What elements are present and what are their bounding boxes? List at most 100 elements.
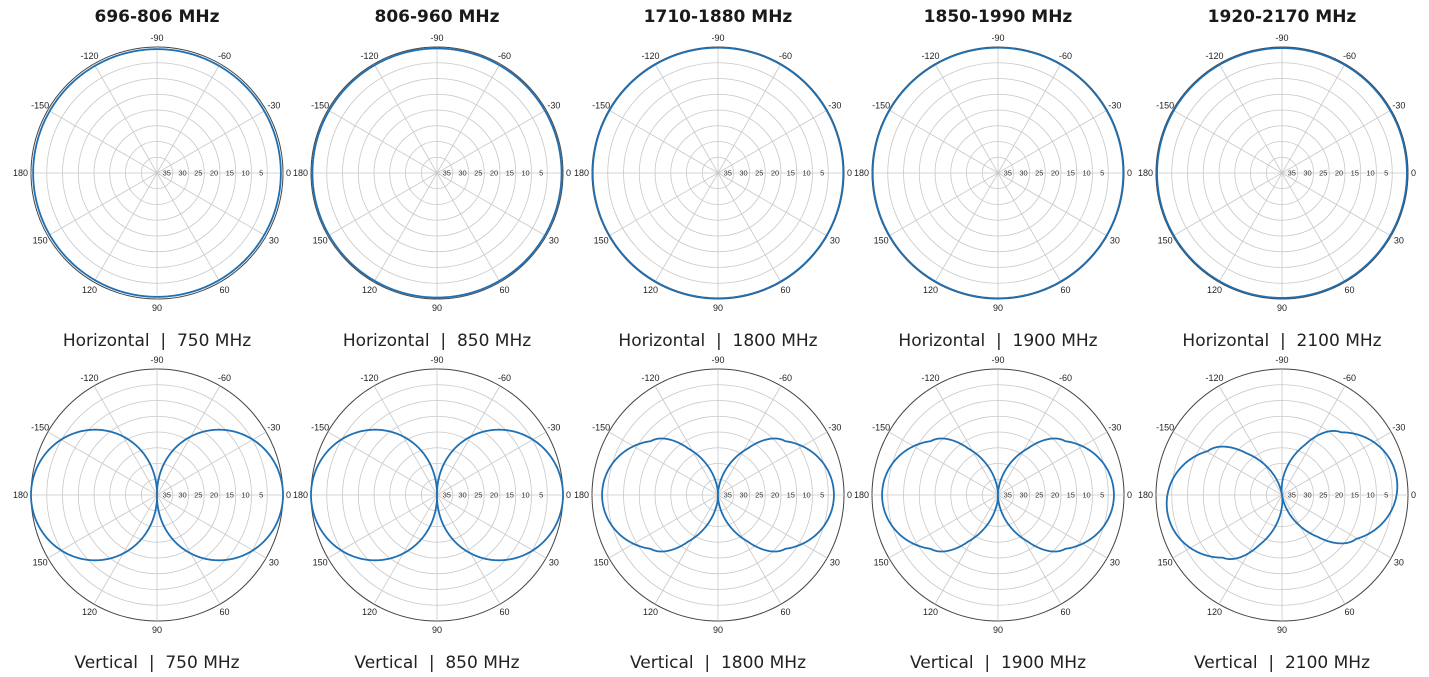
ring-tick-label: 35 (443, 491, 451, 500)
angle-tick-label: 150 (1158, 558, 1173, 568)
pattern-trace (311, 47, 563, 299)
angle-tick-label: -60 (1059, 373, 1072, 383)
grid-spoke (608, 494, 719, 559)
angle-tick-label: 60 (499, 607, 509, 617)
grid-spoke (156, 109, 267, 174)
band-title: 696-806 MHz (95, 7, 220, 27)
grid-spoke (1281, 494, 1392, 559)
angle-tick-label: -90 (430, 355, 443, 365)
angle-tick-label: -150 (311, 101, 329, 111)
grid-spoke (888, 109, 999, 174)
angle-tick-label: 0 (847, 168, 852, 178)
ring-tick-label: 30 (739, 491, 747, 500)
angle-tick-label: -90 (711, 355, 724, 365)
ring-tick-label: 30 (1303, 491, 1311, 500)
angle-tick-label: -150 (1156, 101, 1174, 111)
horizontal-pattern-panel: -90 -60 -30 0 30 60 90 120 150 180 -150 -120 35 30 25 2… (13, 33, 291, 313)
angle-tick-label: 30 (1394, 558, 1404, 568)
grid-spoke (654, 63, 719, 174)
ring-tick-label: 10 (521, 169, 529, 178)
angle-tick-label: -60 (218, 51, 231, 61)
ring-tick-label: 20 (771, 169, 779, 178)
angle-tick-label: 0 (847, 490, 852, 500)
angle-tick-label: -120 (80, 51, 98, 61)
grid-spoke (717, 431, 828, 496)
angle-tick-label: 150 (874, 558, 889, 568)
angle-tick-label: -120 (921, 51, 939, 61)
grid-spoke (1218, 63, 1283, 174)
angle-tick-label: -60 (498, 51, 511, 61)
grid-spoke (93, 494, 158, 605)
angle-tick-label: 60 (1060, 607, 1070, 617)
ring-tick-label: 20 (210, 491, 218, 500)
grid-spoke (997, 431, 1108, 496)
angle-tick-label: 120 (82, 607, 97, 617)
angle-tick-label: -30 (1108, 423, 1121, 433)
grid-spoke (436, 172, 501, 283)
ring-tick-label: 20 (490, 169, 498, 178)
grid-spoke (717, 172, 828, 237)
angle-tick-label: 0 (286, 490, 291, 500)
angle-tick-label: -30 (828, 101, 841, 111)
angle-tick-label: 60 (1344, 285, 1354, 295)
angle-tick-label: 30 (549, 558, 559, 568)
ring-tick-label: 35 (1288, 491, 1296, 500)
angle-tick-label: 30 (830, 236, 840, 246)
angle-tick-label: -60 (218, 373, 231, 383)
grid-spoke (1172, 172, 1283, 237)
grid-spoke (93, 63, 158, 174)
angle-tick-label: -150 (872, 423, 890, 433)
ring-tick-label: 25 (474, 169, 482, 178)
pattern-trace (871, 46, 1125, 300)
ring-tick-label: 20 (771, 491, 779, 500)
angle-tick-label: -150 (31, 423, 49, 433)
angle-tick-label: 60 (780, 285, 790, 295)
ring-tick-label: 25 (194, 169, 202, 178)
angle-tick-label: 120 (1207, 607, 1222, 617)
angle-tick-label: -30 (828, 423, 841, 433)
angle-tick-label: 180 (13, 490, 28, 500)
ring-tick-label: 10 (1366, 169, 1374, 178)
angle-tick-label: 90 (152, 303, 162, 313)
angle-tick-label: 60 (1060, 285, 1070, 295)
angle-tick-label: -150 (311, 423, 329, 433)
grid-spoke (997, 172, 1108, 237)
grid-spoke (997, 385, 1062, 496)
ring-tick-label: 15 (1067, 491, 1075, 500)
angle-tick-label: 0 (1127, 168, 1132, 178)
angle-tick-label: -30 (547, 101, 560, 111)
pattern-trace (1156, 47, 1408, 299)
pattern-trace (1165, 430, 1399, 560)
grid-spoke (47, 172, 158, 237)
angle-tick-label: -120 (80, 373, 98, 383)
angle-tick-label: 60 (499, 285, 509, 295)
angle-tick-label: 120 (82, 285, 97, 295)
ring-tick-label: 35 (1288, 169, 1296, 178)
ring-tick-label: 35 (724, 169, 732, 178)
angle-tick-label: 180 (1138, 490, 1153, 500)
grid-spoke (156, 431, 267, 496)
angle-tick-label: -30 (1392, 423, 1405, 433)
panel-caption: Vertical | 1800 MHz (630, 653, 806, 673)
grid-spoke (997, 109, 1108, 174)
panel-caption: Horizontal | 750 MHz (63, 331, 251, 351)
grid-spoke (997, 494, 1108, 559)
panel-caption: Horizontal | 1900 MHz (898, 331, 1097, 351)
angle-tick-label: 60 (780, 607, 790, 617)
angle-tick-label: 0 (1127, 490, 1132, 500)
angle-tick-label: 30 (269, 236, 279, 246)
grid-spoke (608, 431, 719, 496)
ring-tick-label: 15 (787, 491, 795, 500)
ring-tick-label: 5 (1384, 169, 1388, 178)
ring-tick-label: 5 (820, 169, 824, 178)
grid-spoke (654, 494, 719, 605)
ring-tick-label: 35 (1004, 491, 1012, 500)
angle-tick-label: -120 (641, 51, 659, 61)
ring-tick-label: 20 (1335, 491, 1343, 500)
angle-tick-label: 90 (1277, 303, 1287, 313)
grid-spoke (327, 494, 438, 559)
ring-tick-label: 10 (1082, 169, 1090, 178)
angle-tick-label: -60 (779, 373, 792, 383)
grid-spoke (373, 172, 438, 283)
